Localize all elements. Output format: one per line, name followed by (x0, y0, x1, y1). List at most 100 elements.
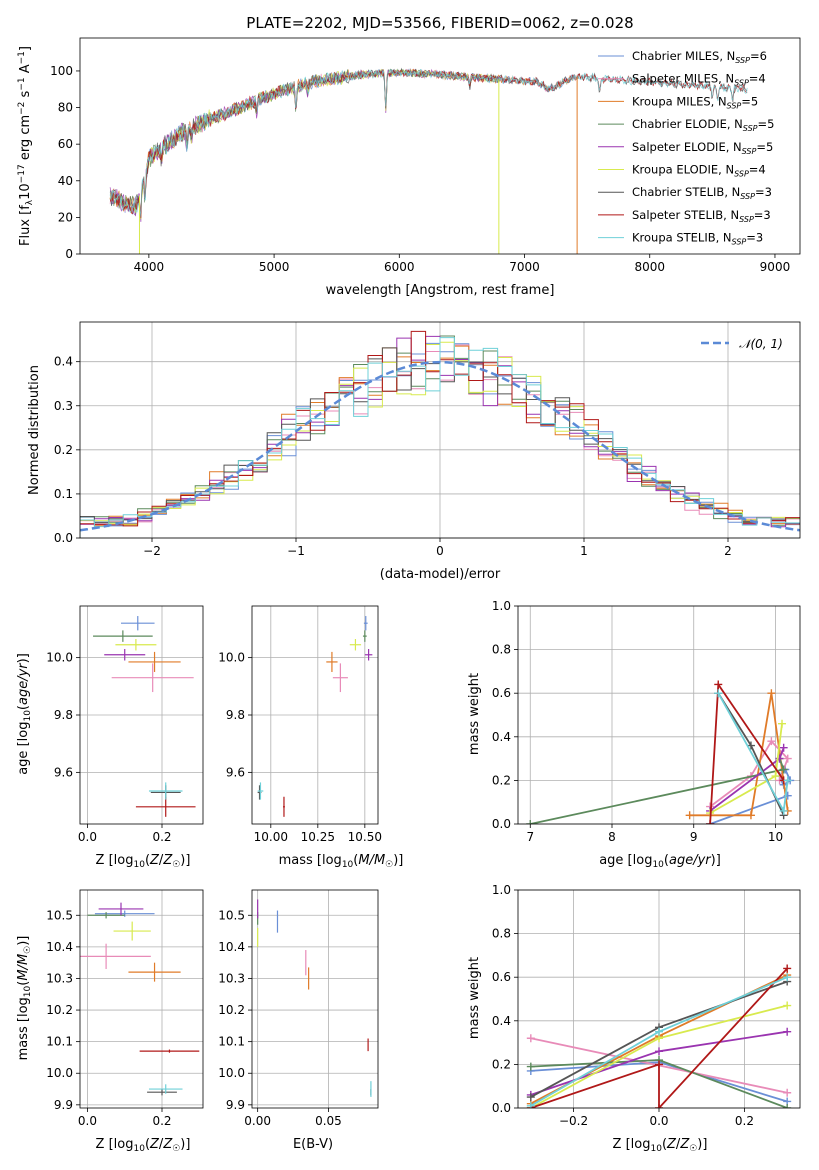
x-tick-label: 10 (768, 830, 783, 844)
spectrum-line (109, 68, 748, 218)
y-tick-label: 10.2 (46, 1003, 73, 1017)
x-tick-label: 0 (436, 544, 444, 558)
weight-marker (783, 1104, 792, 1108)
grid (252, 890, 378, 1108)
data-point (147, 1089, 177, 1096)
y-tick-label: 10.1 (218, 1035, 245, 1049)
ticks: 0.0 0.2 9.9 10.0 10.1 10.2 10.3 10.4 10.5 (46, 908, 171, 1128)
wAge-ylabel: mass weight (467, 673, 482, 755)
y-tick-label: 0.6 (492, 970, 511, 984)
legend-entry: Salpeter MILES, NSSP=4 (632, 72, 766, 88)
data-point (349, 638, 362, 651)
plot-residuals: −2 −1 0 1 2 0.0 0.1 0.2 0.3 0.4 𝒩(0, 1) (54, 321, 801, 558)
y-tick-label: 0.2 (54, 443, 73, 457)
y-tick-label: 60 (58, 137, 73, 151)
weight-marker (783, 754, 792, 763)
grid (518, 605, 800, 825)
spectrum-ylabel: Flux [fλ10−17 erg cm−2 s−1 A−1] (17, 46, 35, 246)
y-tick-label: 0.4 (54, 355, 73, 369)
x-tick-label: 9000 (760, 260, 791, 274)
axes-frame (251, 605, 379, 825)
axes-frame (79, 37, 801, 255)
ticks: 7 8 9 10 0.0 0.2 0.4 0.6 0.8 1.0 (492, 599, 783, 844)
axes-frame (79, 889, 204, 1109)
ageZ-xlabel: Z [log10(Z/Z☉)] (96, 853, 191, 870)
x-tick-label: 0.2 (152, 830, 171, 844)
data-point (128, 651, 181, 672)
y-tick-label: 10.1 (46, 1035, 73, 1049)
ticks: −0.2 0.0 0.2 0.0 0.2 0.4 0.6 0.8 1.0 (492, 883, 754, 1128)
weight-marker (655, 1047, 663, 1056)
residuals-ylabel: Normed distribution (27, 365, 42, 495)
data-point (94, 910, 155, 917)
data-point (257, 782, 264, 800)
x-tick-label: 0.2 (152, 1114, 171, 1128)
data-point (139, 1049, 200, 1053)
x-tick-label: 1 (580, 544, 588, 558)
ticks: −2 −1 0 1 2 0.0 0.1 0.2 0.3 0.4 (54, 355, 732, 558)
x-tick-label: 0.2 (735, 1114, 754, 1128)
x-tick-label: 0.0 (78, 830, 97, 844)
x-tick-label: 8000 (634, 260, 665, 274)
weight-marker (526, 1101, 535, 1108)
legend-entry: Kroupa ELODIE, NSSP=4 (632, 163, 766, 179)
data-point (115, 638, 157, 651)
spectrum-line (109, 68, 575, 220)
y-tick-label: 0.0 (492, 1101, 511, 1115)
plot-weight-vs-Z: −0.2 0.0 0.2 0.0 0.2 0.4 0.6 0.8 1.0 (492, 883, 801, 1128)
plot-area (109, 67, 748, 254)
data-point (148, 1084, 183, 1094)
axes-frame (79, 321, 801, 539)
weight-marker (778, 719, 787, 728)
y-tick-label: 1.0 (492, 883, 511, 897)
y-tick-label: 0.4 (492, 1014, 511, 1028)
weight-marker (783, 973, 792, 982)
plot-area (93, 616, 196, 817)
x-tick-label: 0.0 (649, 1114, 668, 1128)
y-tick-label: 10.5 (46, 908, 73, 922)
weight-marker (526, 1034, 535, 1043)
y-tick-label: 0.0 (54, 531, 73, 545)
y-tick-label: 9.8 (226, 708, 245, 722)
weight-marker (706, 820, 715, 824)
x-tick-label: 5000 (259, 260, 290, 274)
legend-entry: Salpeter STELIB, NSSP=3 (632, 208, 771, 224)
legend-entry: Kroupa MILES, NSSP=5 (632, 94, 758, 110)
weight-marker (655, 1027, 663, 1036)
weight-marker (783, 964, 792, 973)
weight-marker (714, 680, 723, 689)
data-point (148, 782, 183, 800)
x-tick-label: 2 (724, 544, 732, 558)
x-tick-label: 6000 (384, 260, 415, 274)
data-point (332, 663, 348, 693)
ticks: 0.00 0.05 9.9 10.0 10.1 10.2 10.3 10.4 10.5 (218, 908, 342, 1128)
y-tick-label: 10.2 (218, 1003, 245, 1017)
weight-marker (771, 772, 780, 781)
weight-marker (783, 776, 792, 785)
weight-marker (714, 689, 723, 698)
weight-line (689, 693, 789, 817)
weight-marker (779, 765, 788, 774)
x-tick-label: 10.25 (301, 830, 335, 844)
weight-marker (526, 1093, 535, 1102)
y-tick-label: 9.8 (54, 708, 73, 722)
data-point (128, 962, 181, 982)
x-tick-label: 0.00 (244, 1114, 271, 1128)
plot-age-vs-mass: 10.00 10.25 10.50 9.6 9.8 10.0 (218, 605, 382, 844)
x-tick-label: −0.2 (559, 1114, 588, 1128)
data-point (111, 663, 194, 693)
plot-area (257, 899, 372, 1097)
y-tick-label: 0.1 (54, 487, 73, 501)
spectrum-title: PLATE=2202, MJD=53566, FIBERID=0062, z=0… (246, 14, 633, 32)
data-point (283, 796, 285, 817)
weight-line (530, 758, 785, 824)
data-point (326, 651, 338, 672)
weight-marker (779, 806, 788, 815)
data-point (104, 649, 146, 661)
y-tick-label: 0.0 (492, 817, 511, 831)
grid (252, 606, 378, 824)
grid (80, 890, 203, 1108)
plot-area (80, 330, 800, 538)
ageM-xlabel: mass [log10(M/M☉)] (279, 853, 404, 870)
